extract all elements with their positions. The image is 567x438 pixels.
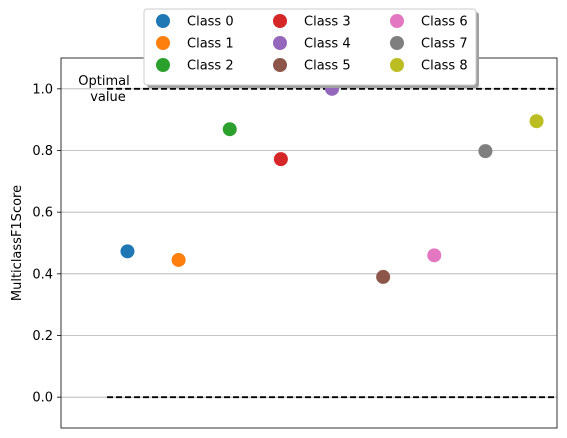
data-point-class-1 [171,252,186,267]
legend-label: Class 1 [187,37,234,52]
legend-label: Class 3 [304,15,351,30]
axes-frame [60,57,558,429]
legend-marker [390,14,404,28]
y-tick-label: 0.8 [32,144,53,159]
reference-lines [107,87,557,399]
y-axis-ticks: 0.0 0.2 0.4 0.6 0.8 1.0 [32,82,61,406]
legend-marker [156,58,170,72]
data-point-class-6 [427,248,442,263]
legend-marker [273,36,287,50]
legend-marker [390,36,404,50]
data-points [120,81,544,284]
legend-label: Class 2 [187,59,234,74]
data-point-class-0 [120,244,135,259]
legend-label: Class 5 [304,59,351,74]
legend-label: Class 6 [421,15,468,30]
legend-label: Class 4 [304,37,351,52]
legend-marker [390,58,404,72]
legend-marker [273,14,287,28]
y-tick-label: 0.6 [32,206,53,221]
legend-label: Class 8 [421,59,468,74]
legend-marker [156,36,170,50]
data-point-class-2 [222,122,237,137]
gridlines [61,88,557,398]
y-tick-label: 0.2 [32,329,53,344]
y-tick-label: 0.0 [32,391,53,406]
optimal-value-annotation-line2: value [90,90,126,105]
legend-label: Class 7 [421,37,468,52]
y-tick-label: 1.0 [32,82,53,97]
legend: Class 0 Class 1 Class 2 Class 3 Class 4 Class… [143,8,479,88]
legend-marker [273,58,287,72]
data-point-class-3 [273,152,288,167]
y-tick-label: 0.4 [32,267,53,282]
legend-label: Class 0 [187,15,234,30]
data-point-class-8 [529,114,544,129]
data-point-class-5 [376,269,391,284]
y-axis-label: MulticlassF1Score [10,185,25,301]
legend-marker [156,14,170,28]
data-point-class-7 [478,144,493,159]
optimal-value-annotation-line1: Optimal [78,74,129,89]
